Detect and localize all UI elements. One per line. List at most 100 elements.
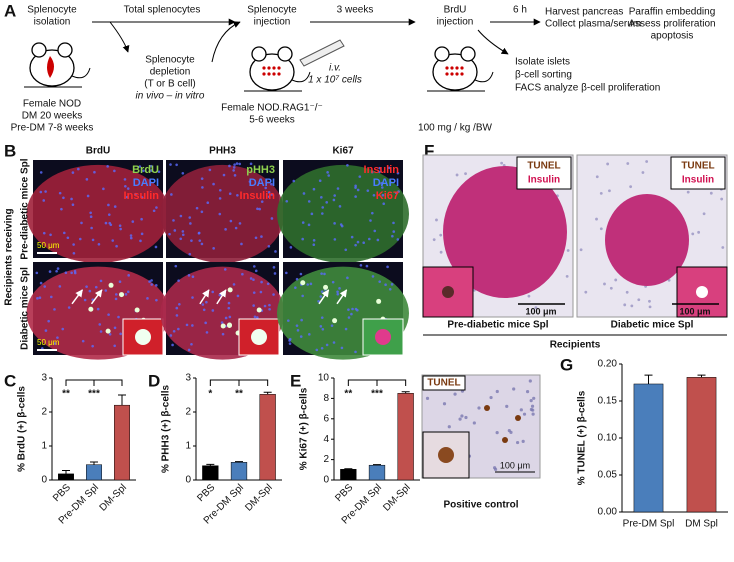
nucleus bbox=[338, 205, 342, 208]
nucleus bbox=[347, 316, 351, 319]
nucleus bbox=[256, 316, 259, 319]
nucleus bbox=[175, 163, 178, 167]
step-label: in vivo – in vitro bbox=[136, 91, 205, 102]
nucleus bbox=[338, 287, 341, 290]
significance-label: *** bbox=[371, 389, 383, 400]
route-label: i.v. bbox=[329, 63, 341, 74]
mouse-tail bbox=[71, 67, 91, 79]
nucleus bbox=[85, 285, 88, 288]
nucleus bbox=[425, 396, 430, 401]
scale-label: 100 μm bbox=[500, 460, 530, 470]
nucleus bbox=[58, 285, 62, 288]
nucleus bbox=[104, 289, 108, 292]
nucleus bbox=[319, 325, 323, 328]
nucleus bbox=[60, 207, 63, 211]
nucleus bbox=[218, 293, 222, 297]
nucleus bbox=[453, 392, 457, 396]
positive-cell bbox=[256, 307, 262, 313]
nucleus bbox=[73, 269, 77, 273]
donor-label: Female NOD bbox=[23, 99, 81, 110]
nucleus bbox=[320, 346, 324, 350]
nucleus bbox=[205, 300, 208, 304]
x-tick-label: DM Spl bbox=[685, 519, 718, 530]
nucleus bbox=[270, 193, 274, 196]
nucleus bbox=[71, 203, 75, 206]
nucleus bbox=[189, 222, 192, 225]
nucleus bbox=[565, 274, 569, 278]
nucleus bbox=[309, 282, 313, 286]
nucleus bbox=[238, 222, 242, 225]
error-bar bbox=[235, 461, 243, 463]
stain-legend: BrdU bbox=[132, 164, 159, 176]
stain-legend: Insulin bbox=[124, 190, 160, 202]
nucleus bbox=[396, 171, 400, 175]
nucleus bbox=[388, 287, 392, 291]
bar bbox=[86, 464, 102, 481]
nucleus bbox=[232, 166, 236, 169]
nucleus bbox=[295, 324, 299, 327]
nucleus bbox=[224, 316, 228, 320]
nucleus bbox=[38, 296, 42, 300]
nucleus bbox=[380, 186, 384, 189]
step-label: isolation bbox=[34, 17, 71, 28]
column-label: Ki67 bbox=[332, 146, 354, 157]
y-axis-label: % Ki67 (+) β-cells bbox=[299, 387, 310, 470]
nucleus bbox=[150, 169, 153, 172]
nucleus bbox=[138, 165, 142, 168]
islet bbox=[277, 164, 409, 263]
nucleus bbox=[191, 275, 195, 279]
cell-dot bbox=[262, 72, 266, 76]
nucleus bbox=[107, 313, 110, 316]
nucleus bbox=[321, 327, 325, 331]
x-tick-label: PBS bbox=[333, 482, 355, 504]
nucleus bbox=[39, 171, 43, 174]
nucleus bbox=[224, 228, 227, 231]
positive-cell bbox=[119, 292, 125, 298]
stain-legend: TUNEL bbox=[427, 378, 460, 389]
nucleus bbox=[260, 235, 263, 238]
nucleus bbox=[89, 215, 93, 219]
nucleus bbox=[356, 188, 360, 192]
cell-dot bbox=[455, 66, 459, 70]
nucleus bbox=[527, 294, 531, 298]
nucleus bbox=[709, 191, 713, 195]
stain-legend: pHH3 bbox=[246, 164, 275, 176]
nucleus bbox=[142, 169, 145, 173]
nucleus bbox=[117, 315, 120, 319]
nucleus bbox=[384, 283, 387, 287]
x-tick-label: Pre-DM Spl bbox=[623, 519, 675, 530]
nucleus bbox=[336, 292, 340, 296]
nucleus bbox=[529, 399, 533, 403]
nucleus bbox=[175, 306, 179, 310]
arrow bbox=[199, 289, 210, 305]
nucleus bbox=[47, 319, 50, 323]
error-bar bbox=[644, 374, 653, 384]
nucleus bbox=[455, 173, 459, 177]
error-bar bbox=[263, 391, 272, 395]
nucleus bbox=[495, 431, 499, 435]
nucleus bbox=[626, 162, 630, 165]
nucleus bbox=[43, 285, 47, 288]
nucleus bbox=[201, 186, 204, 189]
nucleus bbox=[260, 200, 264, 203]
nucleus bbox=[256, 207, 259, 211]
cell-dot bbox=[272, 72, 276, 76]
mouse-ear bbox=[31, 42, 47, 58]
nucleus bbox=[515, 440, 520, 445]
panel-letter: G bbox=[560, 355, 573, 374]
x-tick-label: DM-Spl bbox=[243, 482, 274, 513]
y-tick-label: 8 bbox=[323, 393, 329, 404]
nucleus bbox=[321, 212, 324, 215]
nucleus bbox=[380, 182, 383, 185]
nucleus bbox=[42, 199, 46, 202]
positive-cell bbox=[88, 306, 94, 312]
step-label: BrdU bbox=[444, 5, 467, 16]
group-label: Recipients bbox=[550, 340, 601, 351]
nucleus bbox=[354, 350, 357, 354]
nucleus bbox=[170, 193, 173, 196]
step-label: 6 h bbox=[513, 5, 527, 16]
nucleus bbox=[447, 425, 451, 429]
bar bbox=[686, 377, 717, 513]
nucleus bbox=[53, 308, 56, 311]
nucleus bbox=[124, 293, 128, 296]
